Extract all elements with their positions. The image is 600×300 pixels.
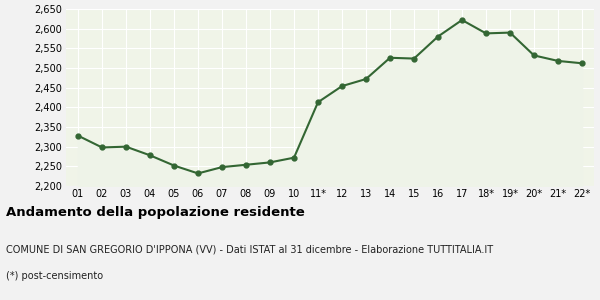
Text: COMUNE DI SAN GREGORIO D'IPPONA (VV) - Dati ISTAT al 31 dicembre - Elaborazione : COMUNE DI SAN GREGORIO D'IPPONA (VV) - D…	[6, 244, 493, 254]
Text: Andamento della popolazione residente: Andamento della popolazione residente	[6, 206, 305, 219]
Text: (*) post-censimento: (*) post-censimento	[6, 271, 103, 281]
